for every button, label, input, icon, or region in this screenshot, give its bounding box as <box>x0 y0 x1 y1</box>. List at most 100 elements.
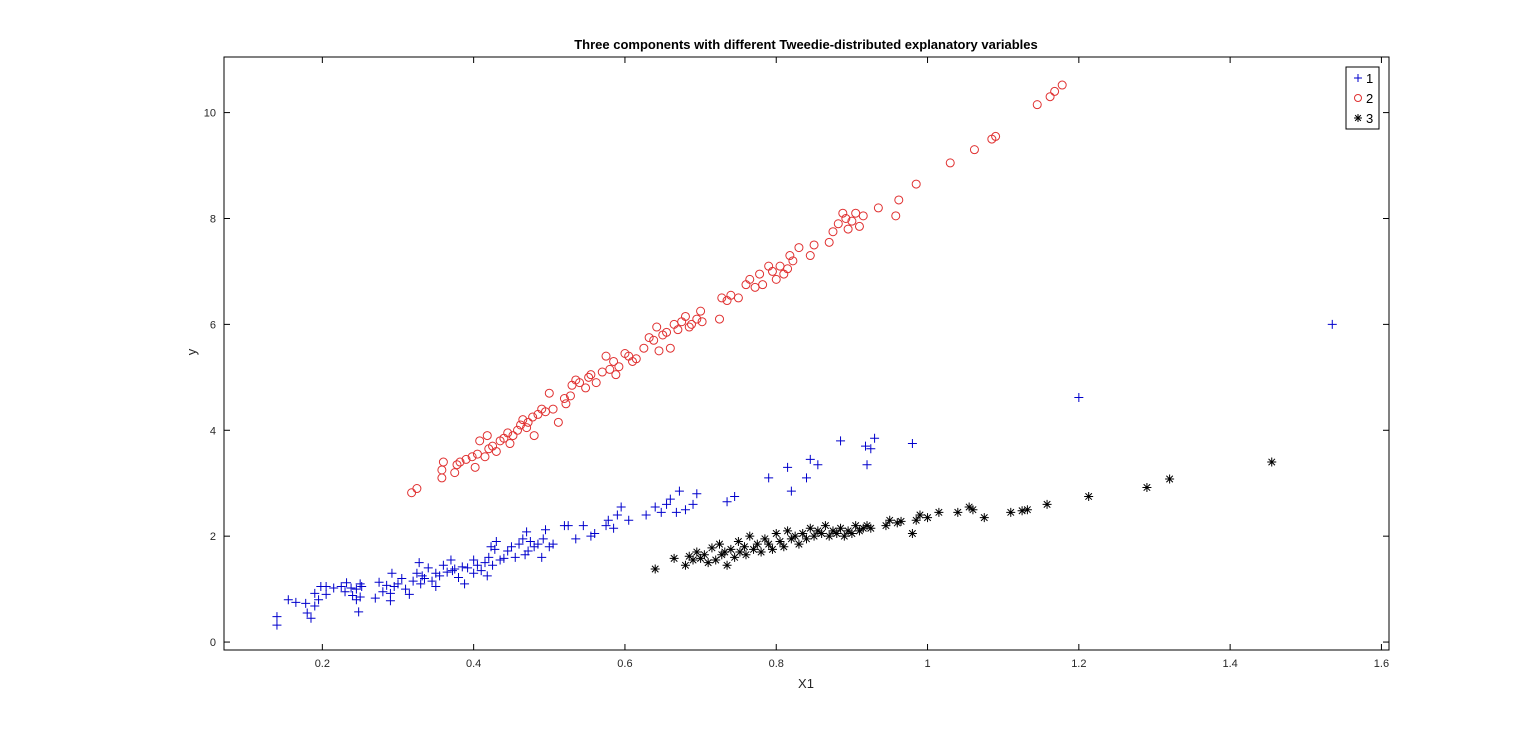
legend-label-2: 2 <box>1366 91 1373 106</box>
data-point <box>559 394 569 404</box>
data-point <box>934 507 944 517</box>
data-point <box>505 439 515 449</box>
data-point <box>641 510 651 520</box>
data-point <box>688 499 698 509</box>
data-point <box>907 529 917 539</box>
data-point <box>654 346 664 356</box>
data-point <box>692 314 702 324</box>
y-tick-label: 10 <box>204 108 216 120</box>
data-point <box>518 534 528 544</box>
data-point <box>482 571 492 581</box>
data-point <box>767 266 777 276</box>
data-point <box>342 578 352 588</box>
data-point <box>387 568 397 578</box>
data-point <box>565 391 575 401</box>
data-point <box>722 497 732 507</box>
y-tick-label: 2 <box>210 531 216 543</box>
data-point <box>548 404 558 414</box>
data-point <box>730 552 740 562</box>
data-point <box>302 608 312 618</box>
data-point <box>767 544 777 554</box>
data-point <box>563 521 573 531</box>
data-point <box>336 581 346 591</box>
data-point <box>491 446 501 456</box>
data-point <box>584 372 594 382</box>
data-point <box>499 553 509 563</box>
data-point <box>553 417 563 427</box>
data-point <box>798 529 808 539</box>
data-point <box>1050 86 1060 96</box>
data-point <box>730 491 740 501</box>
data-point <box>533 539 543 549</box>
chart-title: Three components with different Tweedie-… <box>574 37 1038 52</box>
data-point <box>785 251 795 261</box>
data-point <box>522 423 532 433</box>
data-point <box>692 547 702 557</box>
data-point <box>650 564 660 574</box>
data-point <box>923 513 933 523</box>
data-point <box>755 269 765 279</box>
data-point <box>749 544 759 554</box>
data-point <box>475 436 485 446</box>
data-point <box>1074 392 1084 402</box>
data-point <box>726 544 736 554</box>
legend-label-3: 3 <box>1366 111 1373 126</box>
data-point <box>715 539 725 549</box>
data-point <box>775 536 785 546</box>
data-point <box>346 583 356 593</box>
data-point <box>720 547 730 557</box>
data-point <box>450 468 460 478</box>
data-point <box>591 378 601 388</box>
data-point <box>832 529 842 539</box>
data-point <box>739 542 749 552</box>
data-point <box>442 567 452 577</box>
data-point <box>393 579 403 589</box>
data-point <box>525 536 535 546</box>
data-point <box>741 550 751 560</box>
data-point <box>758 280 768 290</box>
data-point <box>945 158 955 168</box>
data-point <box>414 558 424 568</box>
data-point <box>885 515 895 525</box>
data-point <box>813 460 823 470</box>
data-point <box>783 526 793 536</box>
data-point <box>301 598 311 608</box>
data-point <box>665 494 675 504</box>
data-point <box>370 593 380 603</box>
legend-label-1: 1 <box>1366 71 1373 86</box>
data-point <box>523 417 533 427</box>
data-point <box>802 534 811 544</box>
data-point <box>703 558 713 568</box>
data-point <box>764 539 774 549</box>
data-point <box>644 333 654 343</box>
legend-marker-1 <box>1354 74 1362 82</box>
data-point <box>662 499 672 509</box>
data-point <box>688 555 698 565</box>
y-axis-label: y <box>184 348 199 355</box>
data-point <box>385 588 395 598</box>
data-point <box>696 553 706 563</box>
data-point <box>484 552 494 562</box>
data-point <box>1084 491 1094 501</box>
data-point <box>894 195 904 205</box>
data-point <box>454 572 464 582</box>
data-point <box>813 526 823 536</box>
data-point <box>1032 100 1042 110</box>
data-point <box>839 531 849 541</box>
data-point <box>438 560 448 570</box>
data-point <box>854 221 864 231</box>
x-tick-label: 1.6 <box>1374 658 1389 670</box>
data-point <box>470 462 480 472</box>
x-tick-label: 0.2 <box>315 658 330 670</box>
data-point <box>548 539 558 549</box>
data-point <box>397 574 407 584</box>
data-point <box>847 216 857 226</box>
data-point <box>306 613 316 623</box>
data-point <box>733 536 743 546</box>
data-point <box>790 531 800 541</box>
data-point <box>805 523 815 533</box>
data-point <box>756 547 766 557</box>
y-tick-label: 6 <box>210 319 216 331</box>
data-point <box>752 539 762 549</box>
data-point <box>673 325 683 335</box>
